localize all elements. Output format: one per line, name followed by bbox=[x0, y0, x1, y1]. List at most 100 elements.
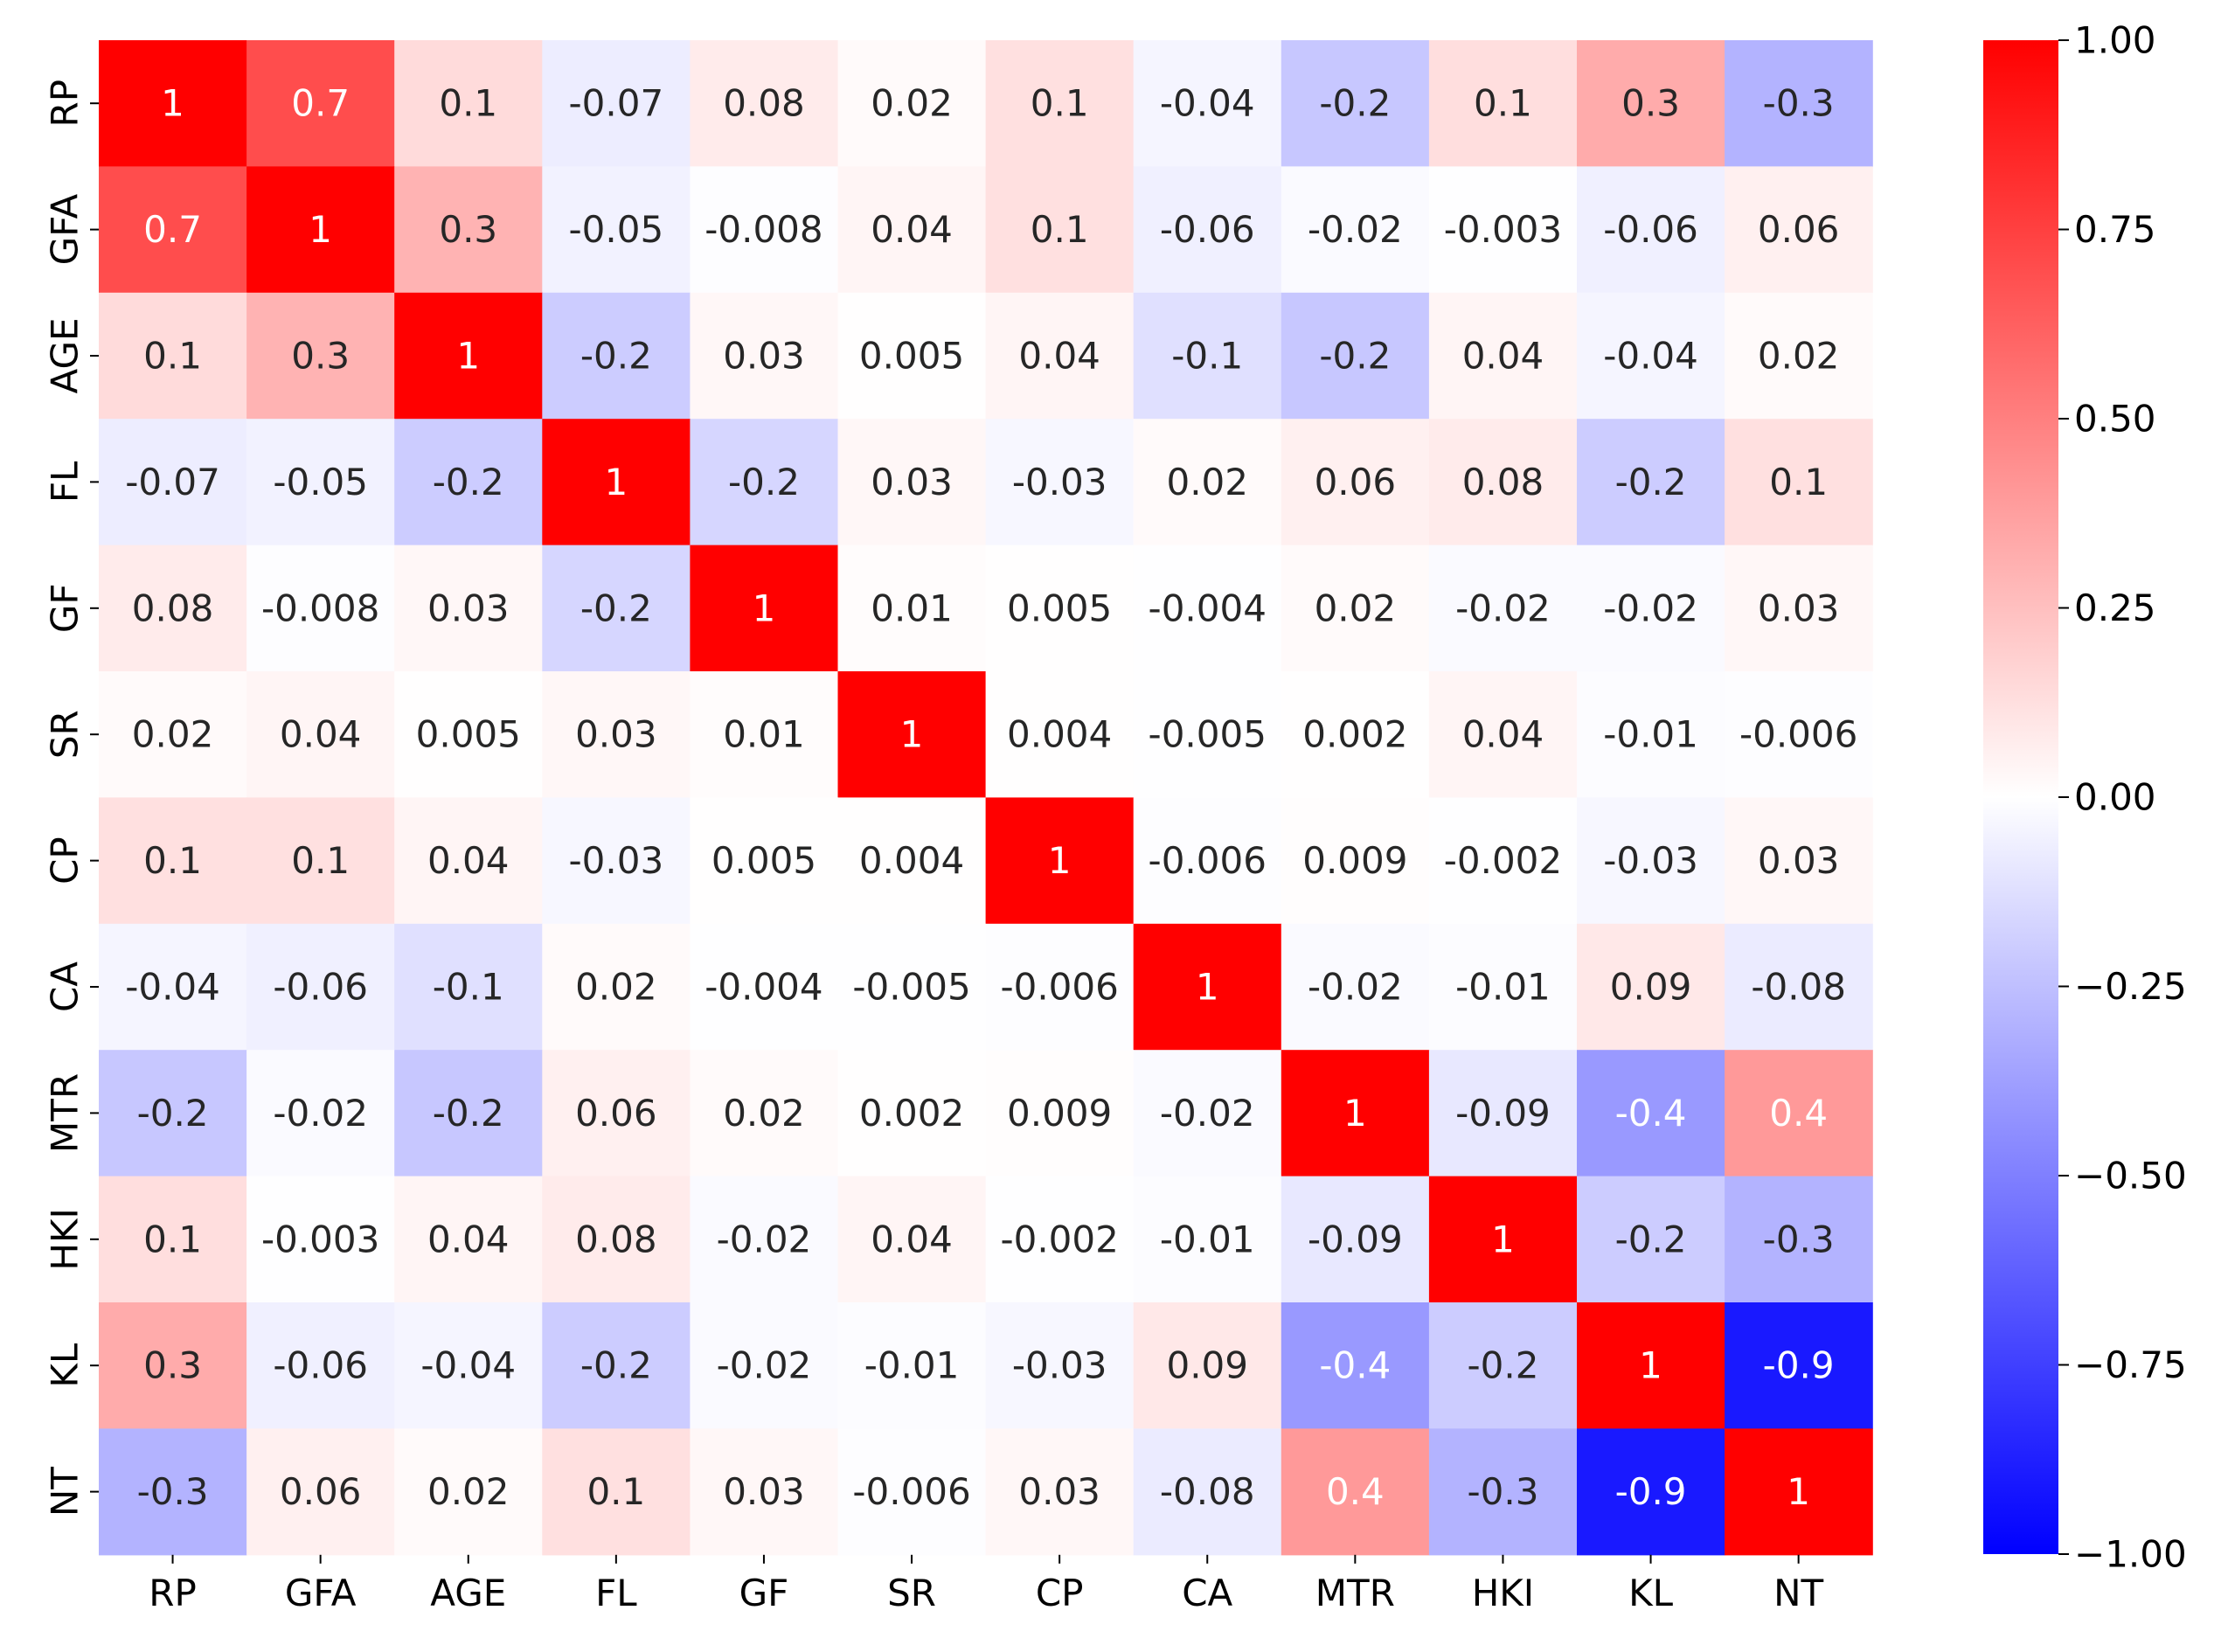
cell-label: 1 bbox=[456, 335, 480, 378]
cell-label: -0.2 bbox=[728, 461, 800, 503]
cell-label: 1 bbox=[1048, 839, 1072, 882]
cell-label: 0.03 bbox=[871, 461, 953, 503]
heatmap-cell bbox=[246, 166, 395, 294]
x-tick-label: FL bbox=[595, 1572, 637, 1614]
heatmap-cell bbox=[542, 292, 691, 420]
heatmap-cell bbox=[1577, 1050, 1725, 1177]
x-axis-ticks: RP GFA AGE FL GF SR CP CA MTR HKI KL NT bbox=[149, 1554, 1824, 1614]
heatmap-cell bbox=[394, 292, 543, 420]
cell-label: -0.3 bbox=[1763, 1218, 1835, 1260]
cell-label: 0.04 bbox=[427, 1218, 510, 1260]
cell-label: -0.004 bbox=[704, 966, 822, 1009]
heatmap-cell bbox=[1133, 40, 1282, 167]
heatmap-cell bbox=[1281, 545, 1430, 672]
heatmap-cell bbox=[1577, 671, 1725, 798]
cell-label: -0.005 bbox=[1149, 713, 1267, 756]
heatmap-cell bbox=[1428, 797, 1578, 925]
cell-label: 0.04 bbox=[1462, 335, 1544, 378]
cell-label: -0.003 bbox=[261, 1218, 379, 1260]
heatmap-cell bbox=[1725, 419, 1873, 546]
y-tick-label: RP bbox=[44, 80, 87, 128]
cell-label: -0.006 bbox=[1739, 713, 1857, 756]
cell-label: 0.7 bbox=[291, 82, 350, 125]
cell-label: -0.006 bbox=[1149, 839, 1267, 882]
cell-label: 0.06 bbox=[1758, 208, 1840, 251]
heatmap-cell bbox=[542, 923, 691, 1051]
cell-label: -0.9 bbox=[1615, 1470, 1687, 1513]
cell-label: -0.006 bbox=[1000, 966, 1118, 1009]
heatmap-cell bbox=[99, 292, 247, 420]
heatmap-cell bbox=[394, 40, 543, 167]
cell-label: 1 bbox=[753, 587, 776, 629]
cell-label: 0.02 bbox=[427, 1470, 510, 1513]
cell-label: -0.04 bbox=[1160, 82, 1255, 125]
heatmap-cell bbox=[246, 1050, 395, 1177]
heatmap-cell bbox=[1281, 419, 1430, 546]
heatmap-cell bbox=[99, 1176, 247, 1303]
cell-label: 0.04 bbox=[871, 1218, 953, 1260]
heatmap-cell bbox=[246, 671, 395, 798]
heatmap-cell bbox=[985, 1428, 1135, 1556]
cell-label: 0.09 bbox=[1166, 1344, 1248, 1387]
heatmap-cell bbox=[246, 545, 395, 672]
cell-label: -0.008 bbox=[704, 208, 822, 251]
cell-label: 0.1 bbox=[586, 1470, 645, 1513]
heatmap-cell bbox=[837, 40, 987, 167]
cell-label: 0.02 bbox=[132, 713, 214, 756]
cell-label: -0.04 bbox=[420, 1344, 516, 1387]
cell-label: -0.01 bbox=[1603, 713, 1698, 756]
heatmap-cell bbox=[99, 1428, 247, 1556]
heatmap-cell bbox=[1428, 1176, 1578, 1303]
x-tick-label: CP bbox=[1036, 1572, 1084, 1614]
colorbar-gradient bbox=[1983, 40, 2058, 1554]
heatmap-cell bbox=[985, 166, 1135, 294]
x-tick-label: HKI bbox=[1472, 1572, 1535, 1614]
cell-label: 0.03 bbox=[427, 587, 510, 629]
heatmap-cell bbox=[837, 671, 987, 798]
heatmap-cell bbox=[1428, 1050, 1578, 1177]
heatmap-cell bbox=[1577, 797, 1725, 925]
heatmap-cell bbox=[1725, 292, 1873, 420]
cell-label: -0.01 bbox=[864, 1344, 960, 1387]
cell-label: -0.02 bbox=[1160, 1092, 1255, 1135]
cell-label: 0.03 bbox=[575, 713, 657, 756]
y-tick-label: NT bbox=[44, 1467, 87, 1517]
heatmap-cell bbox=[542, 40, 691, 167]
cell-label: 0.08 bbox=[723, 82, 805, 125]
cell-label: -0.1 bbox=[1171, 335, 1243, 378]
heatmap-cell bbox=[246, 40, 395, 167]
heatmap-cell bbox=[542, 166, 691, 294]
cell-label: 1 bbox=[604, 461, 628, 503]
heatmap-cell bbox=[1281, 923, 1430, 1051]
heatmap-cell bbox=[1725, 40, 1873, 167]
heatmap-cell bbox=[542, 1176, 691, 1303]
cell-label: -0.09 bbox=[1308, 1218, 1403, 1260]
cell-label: -0.03 bbox=[1012, 1344, 1107, 1387]
heatmap-cell bbox=[1281, 671, 1430, 798]
cell-label: 0.004 bbox=[1007, 713, 1112, 756]
heatmap-cell bbox=[1577, 419, 1725, 546]
colorbar-tick-label: −1.00 bbox=[2074, 1533, 2187, 1576]
y-tick-label: AGE bbox=[44, 317, 87, 393]
cell-label: 0.08 bbox=[575, 1218, 657, 1260]
heatmap-cell bbox=[1133, 797, 1282, 925]
cell-label: -0.1 bbox=[433, 966, 504, 1009]
cell-label: -0.2 bbox=[137, 1092, 209, 1135]
colorbar-tick-label: −0.50 bbox=[2074, 1155, 2187, 1197]
heatmap-cell bbox=[985, 40, 1135, 167]
colorbar-tick-label: 1.00 bbox=[2074, 19, 2156, 62]
heatmap-cell bbox=[246, 1176, 395, 1303]
heatmap-cell bbox=[690, 1050, 839, 1177]
cell-label: 0.08 bbox=[1462, 461, 1544, 503]
y-tick-label: GF bbox=[44, 583, 87, 633]
cell-label: 0.3 bbox=[1621, 82, 1680, 125]
heatmap-cell bbox=[1281, 1176, 1430, 1303]
heatmap-cell bbox=[99, 545, 247, 672]
cell-label: -0.3 bbox=[137, 1470, 209, 1513]
cell-label: -0.2 bbox=[433, 461, 504, 503]
cell-label: 0.04 bbox=[871, 208, 953, 251]
cell-label: 1 bbox=[1343, 1092, 1367, 1135]
x-tick-label: NT bbox=[1773, 1572, 1823, 1614]
cell-label: -0.02 bbox=[273, 1092, 368, 1135]
cell-label: -0.09 bbox=[1455, 1092, 1551, 1135]
